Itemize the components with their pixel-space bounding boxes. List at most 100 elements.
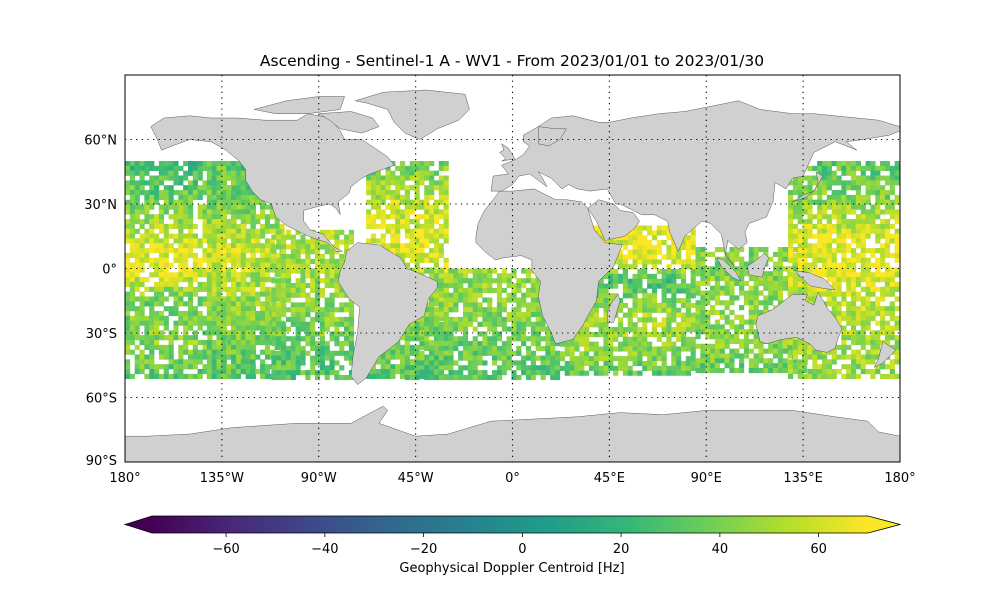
swath-cell bbox=[212, 161, 218, 167]
swath-cell bbox=[788, 204, 794, 210]
swath-cell bbox=[271, 302, 277, 308]
swath-cell bbox=[221, 330, 227, 336]
swath-cell bbox=[281, 244, 287, 250]
swath-cell bbox=[231, 233, 237, 239]
swath-cell bbox=[477, 287, 483, 293]
swath-cell bbox=[443, 238, 449, 244]
swath-cell bbox=[676, 259, 682, 265]
swath-cell bbox=[831, 354, 837, 360]
swath-cell bbox=[433, 331, 440, 337]
swath-cell bbox=[400, 257, 406, 263]
swath-cell bbox=[487, 283, 493, 289]
swath-cell bbox=[817, 243, 823, 249]
swath-cell bbox=[860, 272, 866, 278]
swath-cell bbox=[183, 233, 189, 239]
swath-cell bbox=[271, 336, 277, 342]
swath-cell bbox=[603, 327, 609, 333]
swath-cell bbox=[714, 334, 720, 340]
swath-cell bbox=[831, 262, 837, 268]
swath-cell bbox=[467, 370, 473, 376]
swath-cell bbox=[300, 244, 306, 250]
swath-cell bbox=[472, 316, 478, 323]
swath-cell bbox=[163, 238, 169, 244]
swath-cell bbox=[192, 354, 198, 360]
swath-cell bbox=[276, 355, 282, 361]
swath-cell bbox=[187, 185, 194, 191]
swath-cell bbox=[647, 351, 653, 357]
swath-cell bbox=[700, 363, 706, 369]
swath-cell bbox=[125, 296, 131, 302]
swath-cell bbox=[821, 354, 828, 360]
swath-cell bbox=[226, 339, 232, 346]
swath-cell bbox=[216, 175, 222, 181]
swath-cell bbox=[235, 373, 242, 379]
swath-cell bbox=[496, 278, 503, 284]
swath-cell bbox=[458, 278, 464, 284]
swath-cell bbox=[666, 235, 672, 241]
swath-cell bbox=[295, 360, 301, 366]
swath-cell bbox=[158, 223, 165, 230]
swath-cell bbox=[525, 268, 532, 274]
swath-cell bbox=[154, 364, 160, 370]
swath-cell bbox=[865, 219, 871, 225]
swath-cell bbox=[300, 292, 306, 298]
swath-cell bbox=[178, 267, 184, 273]
swath-cell bbox=[453, 321, 459, 327]
swath-cell bbox=[593, 307, 599, 313]
swath-cell bbox=[831, 369, 837, 375]
swath-cell bbox=[192, 190, 198, 196]
swath-cell bbox=[748, 348, 754, 354]
swath-cell bbox=[851, 310, 857, 317]
swath-cell bbox=[719, 266, 725, 272]
swath-cell bbox=[183, 262, 189, 268]
swath-cell bbox=[178, 223, 184, 230]
swath-cell bbox=[772, 280, 779, 286]
swath-cell bbox=[622, 269, 628, 275]
swath-cell bbox=[276, 234, 282, 240]
swath-cell bbox=[231, 170, 237, 176]
swath-cell bbox=[685, 360, 691, 367]
swath-cell bbox=[424, 190, 430, 196]
swath-cell bbox=[202, 369, 208, 375]
swath-cell bbox=[855, 161, 862, 167]
swath-cell bbox=[627, 327, 633, 333]
swath-cell bbox=[855, 310, 862, 317]
swath-cell bbox=[168, 373, 174, 379]
swath-cell bbox=[264, 344, 271, 350]
swath-cell bbox=[651, 327, 658, 333]
swath-cell bbox=[777, 343, 783, 349]
swath-cell bbox=[173, 204, 179, 210]
swath-cell bbox=[216, 252, 222, 259]
swath-cell bbox=[433, 336, 440, 342]
swath-cell bbox=[168, 291, 174, 297]
swath-cell bbox=[651, 360, 658, 367]
swath-cell bbox=[555, 350, 561, 356]
swath-cell bbox=[588, 317, 595, 323]
swath-cell bbox=[865, 286, 871, 292]
swath-cell bbox=[617, 259, 624, 265]
swath-cell bbox=[792, 175, 799, 181]
swath-cell bbox=[183, 209, 189, 215]
swath-cell bbox=[433, 341, 440, 347]
swath-cell bbox=[453, 292, 459, 298]
swath-cell bbox=[231, 185, 237, 191]
swath-cell bbox=[260, 277, 266, 283]
swath-cell bbox=[139, 252, 145, 259]
swath-cell bbox=[622, 259, 628, 265]
swath-cell bbox=[506, 297, 512, 303]
swath-cell bbox=[496, 331, 503, 337]
swath-cell bbox=[178, 277, 184, 283]
swath-cell bbox=[319, 307, 325, 313]
swath-cell bbox=[443, 316, 449, 323]
swath-cell bbox=[826, 170, 832, 176]
swath-cell bbox=[836, 262, 842, 268]
swath-cell bbox=[438, 165, 444, 171]
swath-cell bbox=[158, 248, 165, 254]
swath-cell bbox=[197, 359, 203, 365]
swath-cell bbox=[390, 354, 396, 360]
swath-cell bbox=[274, 219, 280, 225]
swath-cell bbox=[443, 350, 449, 356]
swath-cell bbox=[158, 209, 165, 215]
swath-cell bbox=[404, 243, 410, 249]
swath-cell bbox=[149, 359, 155, 365]
